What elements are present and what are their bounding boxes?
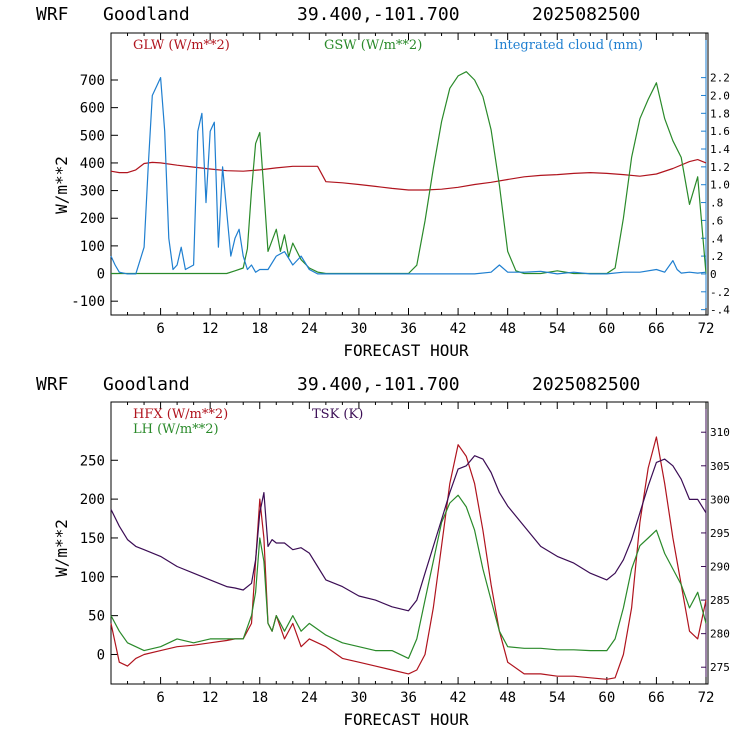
y2-tick-label: .6 [710,214,723,227]
y-tick-label: 500 [80,128,105,144]
series-glw-line [110,159,707,191]
x-tick-label: 36 [400,690,417,706]
y2-tick-label: 300 [710,493,730,506]
panel1-xlabel: FORECAST HOUR [343,341,469,360]
legend-glw: GLW (W/m**2) [133,38,230,53]
y2-tick-label: .4 [710,232,724,245]
y2-tick-label: 1.4 [710,143,730,156]
series-hfx-line [110,436,707,680]
legend-tsk: TSK (K) [312,407,363,422]
x-tick-label: 18 [251,321,268,337]
x-tick-label: 54 [549,690,566,706]
x-tick-label: 6 [156,690,164,706]
y-tick-label: 200 [80,211,105,227]
x-tick-label: 72 [698,321,715,337]
panel1-ylabel: W/m**2 [52,156,71,214]
y2-tick-label: 290 [710,561,730,574]
panel1-station: Goodland [103,4,190,25]
y-tick-label: 0 [97,647,105,663]
x-tick-label: 72 [698,690,715,706]
x-tick-label: 18 [251,690,268,706]
panel2-xlabel: FORECAST HOUR [343,710,469,729]
y-tick-label: 400 [80,156,105,172]
x-tick-label: 60 [598,690,615,706]
y-tick-label: 100 [80,570,105,586]
panel1-model: WRF [36,4,69,25]
panel2-ylabel: W/m**2 [52,519,71,577]
legend-hfx: HFX (W/m**2) [133,407,228,422]
y2-tick-label: 310 [710,426,730,439]
y-tick-label: -100 [71,294,105,310]
y-tick-label: 700 [80,73,105,89]
y-tick-label: 300 [80,184,105,200]
legend-lh: LH (W/m**2) [133,422,219,437]
y2-tick-label: 1.0 [710,179,730,192]
y-tick-label: 150 [80,531,105,547]
y2-tick-label: 275 [710,661,730,674]
x-tick-label: 24 [301,690,318,706]
x-tick-label: 42 [450,321,467,337]
series-tsk-line [110,455,707,612]
panel1-coords: 39.400,-101.700 [297,4,460,25]
y2-tick-label: -.4 [710,304,730,317]
x-tick-label: 54 [549,321,566,337]
x-tick-label: 48 [499,321,516,337]
series-integrated-line [110,76,707,275]
y2-tick-label: 1.2 [710,161,730,174]
series-gsw-line [111,71,707,275]
panel2-init: 2025082500 [532,374,640,395]
series-lh-line [110,494,707,660]
x-tick-label: 12 [202,321,219,337]
x-tick-label: 12 [202,690,219,706]
y2-tick-label: 305 [710,460,730,473]
y2-tick-label: .2 [710,250,723,263]
panel1-plot-frame [110,32,709,316]
y2-tick-label: .8 [710,197,723,210]
legend-gsw: GSW (W/m**2) [324,38,422,53]
panel2-model: WRF [36,374,69,395]
x-tick-label: 24 [301,321,318,337]
y-tick-label: 600 [80,101,105,117]
y2-tick-label: 295 [710,527,730,540]
y-tick-label: 250 [80,453,105,469]
legend-integrated-cloud: Integrated cloud (mm) [494,38,643,53]
x-tick-label: 42 [450,690,467,706]
x-tick-label: 6 [156,321,164,337]
x-tick-label: 36 [400,321,417,337]
y2-tick-label: 280 [710,628,730,641]
x-tick-label: 30 [350,321,367,337]
y-tick-label: 50 [88,609,105,625]
y2-tick-label: 1.8 [710,107,730,120]
panel2-coords: 39.400,-101.700 [297,374,460,395]
x-tick-label: 66 [648,321,665,337]
y2-tick-label: 285 [710,594,730,607]
panel2-plot-frame [110,401,709,685]
y2-tick-label: 1.6 [710,125,730,138]
y-tick-label: 100 [80,239,105,255]
x-tick-label: 66 [648,690,665,706]
panel2-station: Goodland [103,374,190,395]
y-tick-label: 0 [97,267,105,283]
y2-tick-label: 0 [710,268,717,281]
y2-tick-label: 2.2 [710,72,730,85]
panel1-init: 2025082500 [532,4,640,25]
y2-tick-label: 2.0 [710,89,730,102]
y2-tick-label: -.2 [710,286,730,299]
x-tick-label: 60 [598,321,615,337]
x-tick-label: 48 [499,690,516,706]
x-tick-label: 30 [350,690,367,706]
y-tick-label: 200 [80,492,105,508]
